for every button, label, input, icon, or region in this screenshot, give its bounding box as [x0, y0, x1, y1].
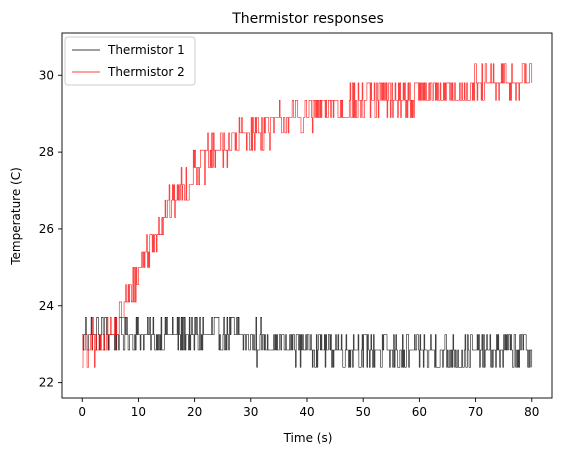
legend-label-series-1: Thermistor 1 [107, 43, 185, 57]
legend-label-series-2: Thermistor 2 [107, 65, 185, 79]
series-layer [82, 63, 533, 368]
chart-title: Thermistor responses [231, 11, 384, 27]
y-tick-label-2: 26 [39, 222, 54, 236]
x-tick-label-4: 40 [299, 405, 314, 419]
x-tick-label-3: 30 [243, 405, 258, 419]
y-axis: 22 24 26 28 30 [39, 68, 62, 390]
series-line-2 [82, 63, 533, 368]
x-tick-label-5: 50 [356, 405, 371, 419]
y-axis-label: Temperature (C) [9, 167, 23, 266]
x-tick-label-8: 80 [524, 405, 539, 419]
x-tick-label-0: 0 [78, 405, 86, 419]
x-tick-label-1: 10 [131, 405, 146, 419]
y-tick-label-4: 30 [39, 68, 54, 82]
legend: Thermistor 1 Thermistor 2 [64, 36, 196, 86]
x-axis-label: Time (s) [283, 431, 333, 445]
x-tick-label-7: 70 [468, 405, 483, 419]
y-tick-label-0: 22 [39, 376, 54, 390]
y-tick-label-3: 28 [39, 145, 54, 159]
series-line-1 [82, 317, 533, 368]
x-tick-label-6: 60 [412, 405, 427, 419]
x-tick-label-2: 20 [187, 405, 202, 419]
legend-box [64, 36, 196, 86]
x-axis: 0 10 20 30 40 50 60 70 80 [78, 398, 539, 419]
y-tick-label-1: 24 [39, 299, 54, 313]
